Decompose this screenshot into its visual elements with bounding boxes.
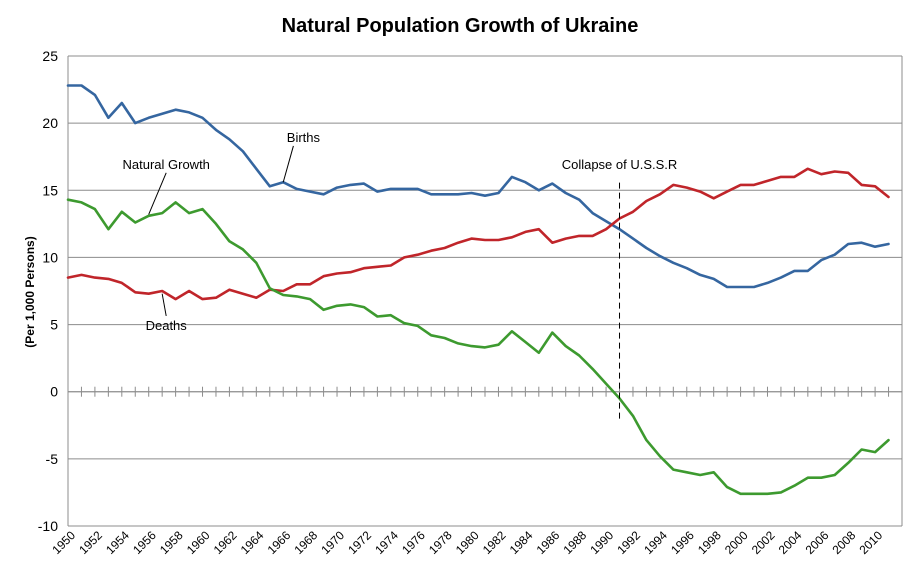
series-lines <box>66 84 890 496</box>
x-tick-label: 1976 <box>399 528 428 557</box>
y-tick-label: 15 <box>42 182 58 198</box>
x-tick-label: 1968 <box>291 528 320 557</box>
series-line-natural-growth <box>66 198 890 496</box>
x-tick-label: 2000 <box>722 528 751 557</box>
gridlines <box>68 55 902 527</box>
x-tick-label: 1992 <box>614 528 643 557</box>
x-tick-label: 1978 <box>426 528 455 557</box>
axes <box>67 56 903 526</box>
annotations: Births Natural Growth Deaths Collapse of U.… <box>122 130 677 419</box>
x-tick-label: 2010 <box>856 528 885 557</box>
y-tick-labels: -10 -5 0 5 10 15 20 25 <box>38 48 58 534</box>
x-tick-label: 1970 <box>318 528 347 557</box>
x-tick-label: 2004 <box>776 528 805 557</box>
x-tick-label: 1964 <box>238 528 267 557</box>
annotation-leader-births <box>282 145 294 183</box>
series-line-deaths <box>66 167 890 301</box>
annotation-leader-deaths <box>161 293 167 317</box>
y-tick-label: 20 <box>42 115 58 131</box>
x-tick-label: 1952 <box>76 528 105 557</box>
annotation-births: Births <box>287 130 321 145</box>
x-tick-label: 1972 <box>345 528 374 557</box>
annotation-collapse-of-u-s-s-r: Collapse of U.S.S.R <box>562 157 678 172</box>
x-tick-label: 1994 <box>641 528 670 557</box>
x-tick-labels: 1950195219541956195819601962196419661968… <box>49 528 885 557</box>
y-tick-label: -5 <box>46 451 59 467</box>
annotation-leader-natural-growth <box>148 172 167 215</box>
x-tick-label: 1974 <box>372 528 401 557</box>
x-tick-label: 1996 <box>668 528 697 557</box>
annotation-natural-growth: Natural Growth <box>122 157 209 172</box>
x-tick-label: 1990 <box>587 528 616 557</box>
x-tick-label: 1986 <box>534 528 563 557</box>
x-tick-label: 2002 <box>749 528 778 557</box>
x-tick-label: 1960 <box>184 528 213 557</box>
x-tick-label: 2006 <box>803 528 832 557</box>
x-tick-label: 1984 <box>507 528 536 557</box>
y-tick-label: 5 <box>50 317 58 333</box>
y-tick-label: -10 <box>38 518 58 534</box>
x-tick-label: 1962 <box>211 528 240 557</box>
y-axis-label: (Per 1,000 Persons) <box>23 236 37 347</box>
chart-title: Natural Population Growth of Ukraine <box>282 15 639 37</box>
x-tick-label: 1988 <box>561 528 590 557</box>
y-tick-label: 0 <box>50 384 58 400</box>
x-tick-label: 1980 <box>453 528 482 557</box>
x-tick-label: 1998 <box>695 528 724 557</box>
x-tick-label: 1956 <box>130 528 159 557</box>
annotation-deaths: Deaths <box>146 318 188 333</box>
x-tick-label: 1958 <box>157 528 186 557</box>
x-tick-label: 1954 <box>103 528 132 557</box>
y-tick-label: 25 <box>42 48 58 64</box>
x-tick-label: 2008 <box>830 528 859 557</box>
x-tick-label: 1966 <box>265 528 294 557</box>
y-tick-label: 10 <box>42 249 58 265</box>
x-tick-label: 1982 <box>480 528 509 557</box>
series-line-births <box>66 84 890 289</box>
